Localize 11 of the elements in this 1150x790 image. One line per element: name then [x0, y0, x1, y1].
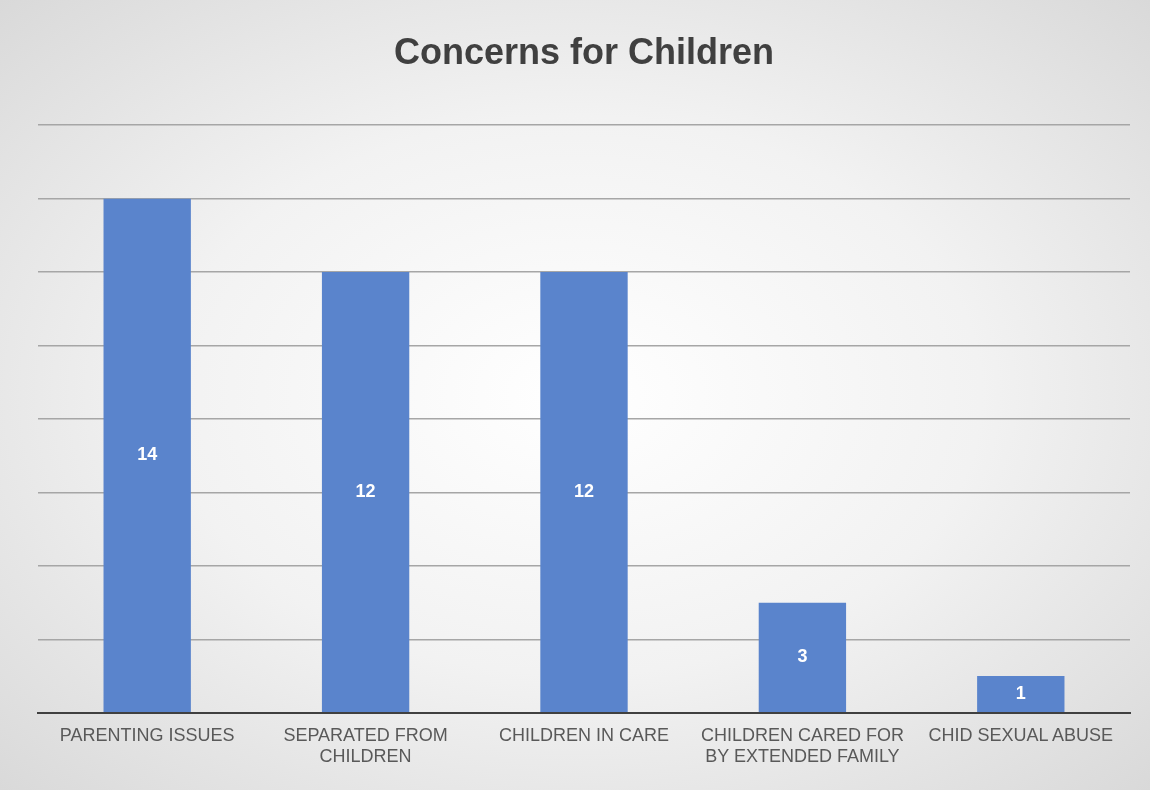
data-label: 1	[1015, 683, 1026, 704]
data-label: 12	[573, 481, 595, 502]
x-tick-label: CHILDREN IN CARE	[498, 724, 670, 745]
x-tick-label: SEPARATED FROM CHILDREN	[283, 724, 448, 767]
data-label: 3	[797, 646, 808, 667]
chart-title: Concerns for Children	[393, 30, 775, 72]
x-tick-label: CHID SEXUAL ABUSE	[928, 724, 1113, 745]
data-label: 14	[137, 444, 158, 465]
x-tick-label: PARENTING ISSUES	[59, 724, 235, 745]
x-tick-label: CHILDREN CARED FOR BY EXTENDED FAMILY	[700, 724, 904, 767]
data-label: 12	[355, 481, 376, 502]
